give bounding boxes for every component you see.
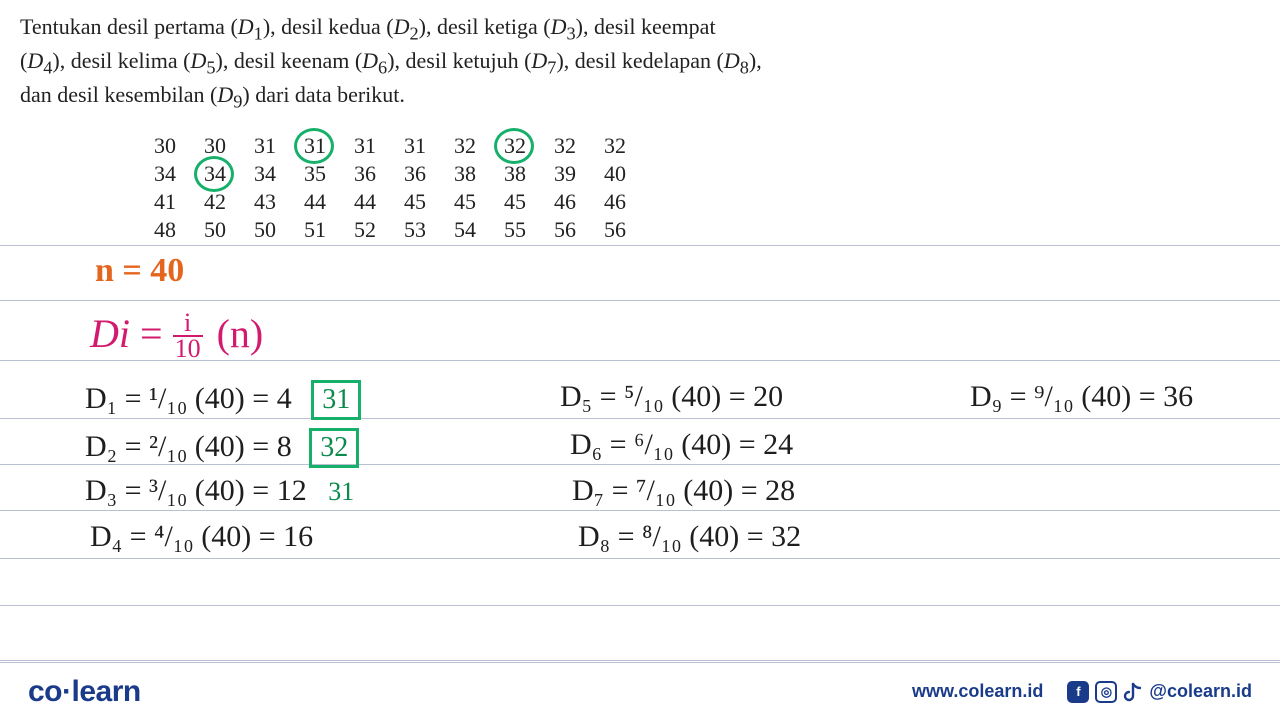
hw-d9: D₉ = ⁹/₁₀ (40) = 36 (970, 380, 1193, 414)
hw-d8: D₈ = ⁸/₁₀ (40) = 32 (578, 520, 801, 554)
data-cell: 38 (490, 160, 540, 188)
hw-d3-side: 31 (328, 477, 354, 506)
data-cell: 46 (590, 188, 640, 216)
logo: co·learn (28, 675, 141, 709)
data-cell: 56 (590, 216, 640, 244)
data-cell: 32 (540, 132, 590, 160)
circle-annotation (494, 128, 534, 164)
data-cell: 38 (440, 160, 490, 188)
instagram-icon: ◎ (1095, 681, 1117, 703)
problem-line1: Tentukan desil pertama (D1), desil kedua… (20, 14, 716, 39)
data-cell: 52 (340, 216, 390, 244)
data-cell: 48 (140, 216, 190, 244)
data-cell: 34 (190, 160, 240, 188)
data-cell: 31 (390, 132, 440, 160)
data-cell: 40 (590, 160, 640, 188)
footer: co·learn www.colearn.id f ◎ @colearn.id (0, 662, 1280, 720)
data-cell: 44 (340, 188, 390, 216)
ruled-line (0, 245, 1280, 246)
data-cell: 32 (490, 132, 540, 160)
ruled-line (0, 300, 1280, 301)
data-cell: 46 (540, 188, 590, 216)
data-cell: 31 (240, 132, 290, 160)
data-cell: 34 (240, 160, 290, 188)
ruled-line (0, 558, 1280, 559)
data-cell: 53 (390, 216, 440, 244)
problem-line3: dan desil kesembilan (D9) dari data beri… (20, 82, 405, 107)
hw-d4: D₄ = ⁴/₁₀ (40) = 16 (90, 520, 313, 554)
data-cell: 42 (190, 188, 240, 216)
data-cell: 44 (290, 188, 340, 216)
hw-formula: Di = i 10 (n) (90, 310, 263, 362)
data-cell: 36 (340, 160, 390, 188)
data-cell: 45 (390, 188, 440, 216)
problem-statement: Tentukan desil pertama (D1), desil kedua… (0, 0, 1280, 122)
tiktok-icon (1123, 681, 1143, 703)
hw-d3: D₃ = ³/₁₀ (40) = 12 31 (85, 474, 354, 508)
data-cell: 31 (290, 132, 340, 160)
data-cell: 50 (190, 216, 240, 244)
hw-n-eq: n = 40 (95, 252, 184, 290)
footer-url: www.colearn.id (912, 681, 1043, 702)
data-cell: 43 (240, 188, 290, 216)
hw-d2-box: 32 (309, 428, 359, 468)
data-cell: 36 (390, 160, 440, 188)
facebook-icon: f (1067, 681, 1089, 703)
ruled-line (0, 510, 1280, 511)
data-cell: 31 (340, 132, 390, 160)
problem-line2: (D4), desil kelima (D5), desil keenam (D… (20, 48, 762, 73)
data-cell: 56 (540, 216, 590, 244)
hw-d1: D₁ = ¹/₁₀ (40) = 4 31 (85, 380, 361, 420)
data-cell: 30 (140, 132, 190, 160)
hw-d1-box: 31 (311, 380, 361, 420)
hw-d2: D₂ = ²/₁₀ (40) = 8 32 (85, 428, 359, 468)
data-cell: 55 (490, 216, 540, 244)
data-cell: 35 (290, 160, 340, 188)
data-table: 3030313131313232323234343435363638383940… (140, 132, 1280, 244)
data-cell: 32 (440, 132, 490, 160)
circle-annotation (194, 156, 234, 192)
data-cell: 45 (440, 188, 490, 216)
data-cell: 54 (440, 216, 490, 244)
data-cell: 45 (490, 188, 540, 216)
ruled-line (0, 605, 1280, 606)
hw-d5: D₅ = ⁵/₁₀ (40) = 20 (560, 380, 783, 414)
social-icons: f ◎ @colearn.id (1067, 681, 1252, 703)
hw-d7: D₇ = ⁷/₁₀ (40) = 28 (572, 474, 795, 508)
hw-d6: D₆ = ⁶/₁₀ (40) = 24 (570, 428, 793, 462)
circle-annotation (294, 128, 334, 164)
data-cell: 30 (190, 132, 240, 160)
data-cell: 32 (590, 132, 640, 160)
footer-handle: @colearn.id (1149, 681, 1252, 702)
data-cell: 39 (540, 160, 590, 188)
data-cell: 51 (290, 216, 340, 244)
data-cell: 34 (140, 160, 190, 188)
data-cell: 41 (140, 188, 190, 216)
data-cell: 50 (240, 216, 290, 244)
ruled-line (0, 660, 1280, 661)
